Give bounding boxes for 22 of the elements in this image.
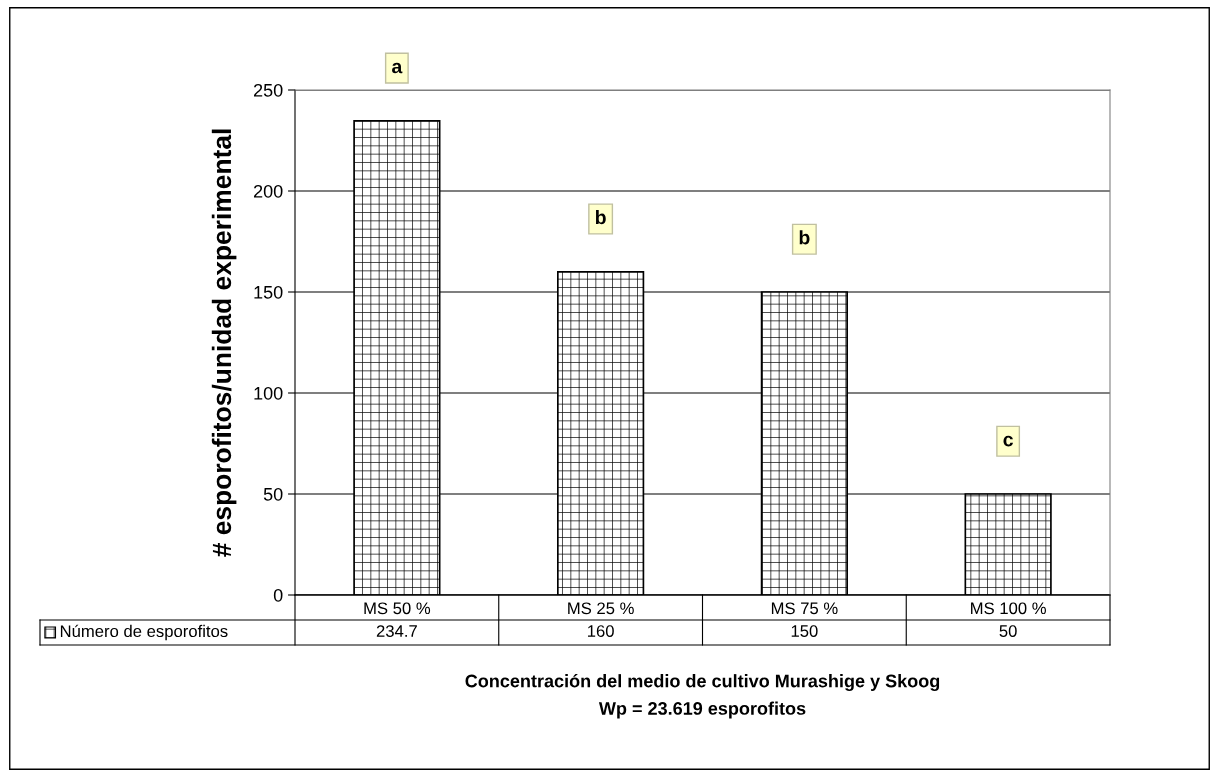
y-axis-title: # esporofitos/unidad experimental [211,129,237,557]
annotation: a [392,62,403,74]
y-tick-label: 250 [253,83,283,97]
y-tick-label: 100 [254,386,283,400]
y-tick-label: 200 [253,184,283,198]
annotation: c [1003,435,1013,447]
x-tick-label: MS 75 % [771,602,838,615]
x-tick-label: MS 50 % [364,602,431,615]
x-tick-label: MS 100 % [971,602,1046,615]
data-label: 150 [791,625,818,637]
data-label: 234.7 [376,625,417,637]
y-tick-label: 150 [254,285,283,299]
text: Wp = 23.619 esporofitos [598,701,806,719]
y-tick-label: 50 [263,487,283,501]
annotation: b [595,209,606,225]
data-label: 160 [587,625,614,637]
y-tick-label: 0 [273,588,283,602]
x-axis-title: Concentración del medio de cultivo Murashige y Skoog [465,673,940,692]
legend-label: Número de esporofitos [60,624,228,641]
x-tick-label: MS 25 % [568,602,634,615]
annotation: b [799,230,810,245]
data-label: 50 [999,625,1017,637]
